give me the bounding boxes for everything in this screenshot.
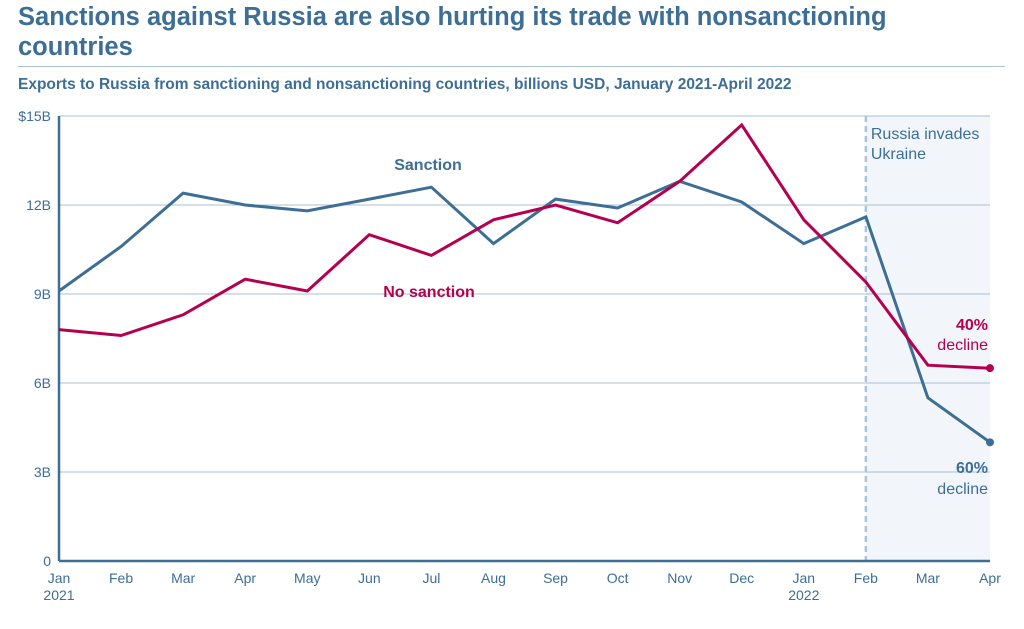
title-divider bbox=[18, 66, 1005, 67]
x-tick-label: Feb bbox=[109, 570, 133, 586]
series-line-sanction bbox=[58, 179, 991, 444]
decline-pct-no-sanction: 40% bbox=[956, 317, 988, 334]
x-tick-label: Apr bbox=[234, 570, 256, 586]
decline-word-sanction: decline bbox=[937, 481, 988, 498]
x-tick-label: Sep bbox=[543, 570, 568, 586]
y-tick-label: 6B bbox=[34, 375, 51, 391]
x-tick-label: Mar bbox=[171, 570, 195, 586]
x-tick-label: Feb bbox=[854, 570, 878, 586]
x-tick-label: Dec bbox=[729, 570, 754, 586]
x-tick-label: Jul bbox=[422, 570, 440, 586]
endpoint-dot-no-sanction bbox=[986, 364, 994, 373]
endpoint-dot-sanction bbox=[986, 438, 994, 447]
x-tick-label: Jun bbox=[358, 570, 381, 586]
series-line-no-sanction bbox=[58, 122, 991, 370]
x-tick-label: Nov bbox=[667, 570, 692, 586]
y-tick-label: $15B bbox=[18, 108, 51, 124]
y-tick-label: 0 bbox=[43, 553, 51, 569]
x-tick-label: Oct bbox=[607, 570, 629, 586]
decline-word-no-sanction: decline bbox=[937, 337, 988, 354]
invasion-label-line2: Ukraine bbox=[871, 146, 926, 163]
chart-title: Sanctions against Russia are also hurtin… bbox=[18, 3, 887, 61]
chart-subtitle: Exports to Russia from sanctioning and n… bbox=[18, 76, 792, 93]
x-tick-label: May bbox=[294, 570, 320, 586]
x-tick-label-year: 2021 bbox=[43, 587, 74, 603]
x-tick-label: Aug bbox=[481, 570, 506, 586]
x-tick-label-year: 2022 bbox=[788, 587, 819, 603]
post-invasion-shade bbox=[865, 116, 990, 561]
x-tick-label: Jan bbox=[48, 570, 71, 586]
series-label-no-sanction: No sanction bbox=[383, 284, 475, 301]
invasion-label-line1: Russia invades bbox=[871, 126, 980, 143]
y-tick-label: 3B bbox=[34, 464, 51, 480]
y-tick-label: 12B bbox=[26, 197, 51, 213]
y-tick-label: 9B bbox=[34, 286, 51, 302]
decline-pct-sanction: 60% bbox=[956, 460, 988, 477]
x-tick-label: Mar bbox=[916, 570, 940, 586]
x-tick-label: Jan bbox=[793, 570, 816, 586]
x-tick-label: Apr bbox=[979, 570, 1001, 586]
series-label-sanction: Sanction bbox=[394, 157, 462, 174]
